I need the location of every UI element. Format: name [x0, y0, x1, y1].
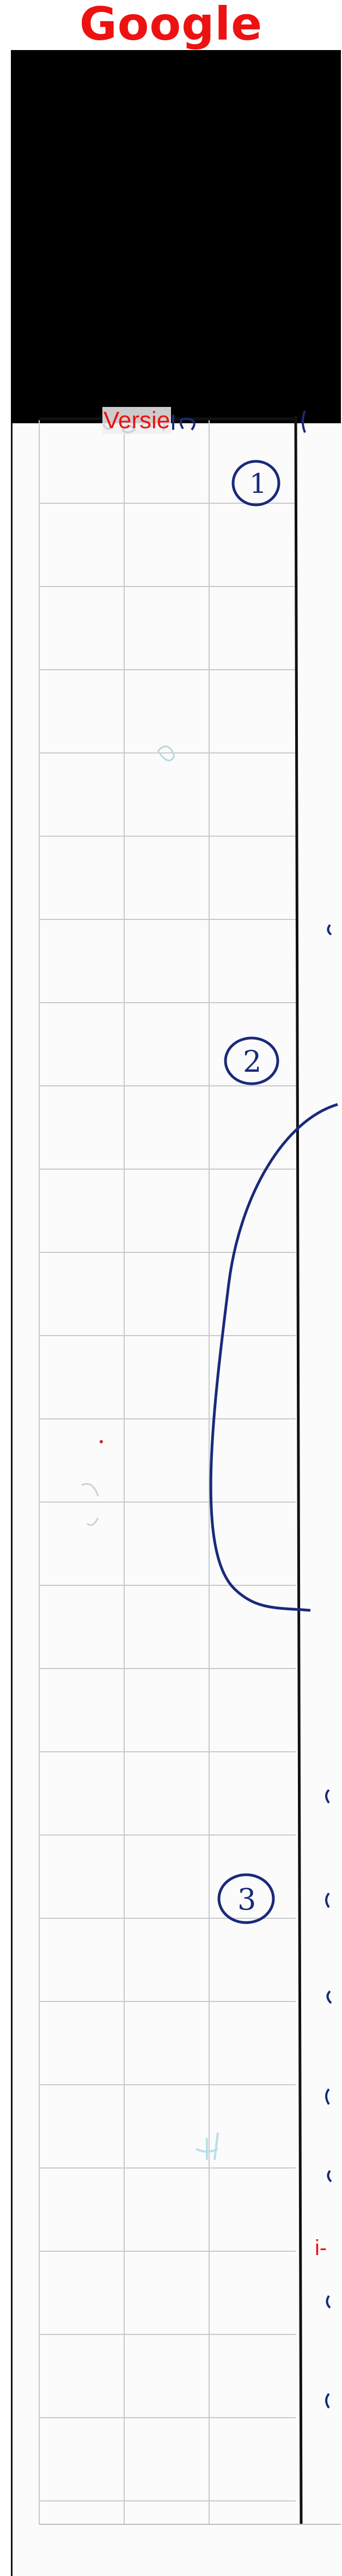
margin-mark [325, 1892, 330, 1908]
question-3-circle [217, 1873, 275, 1924]
scanned-answer-sheet [11, 423, 341, 2576]
black-redaction-panel [11, 50, 341, 423]
margin-mark [326, 1990, 332, 2004]
faint-pencil-mark [81, 1483, 99, 1526]
versie-overlay-label: Versie [102, 407, 172, 434]
question-2-circle [224, 1036, 279, 1085]
margin-rule [294, 416, 303, 2525]
google-logo-text: Google [79, 0, 263, 51]
faint-pencil-mark [157, 745, 175, 762]
faint-pencil-mark [196, 2132, 219, 2160]
bracket-curve [209, 1103, 338, 1612]
margin-mark [325, 2088, 330, 2105]
right-paren-top [302, 410, 306, 433]
question-1-number: 1 [249, 468, 267, 499]
margin-mark [327, 2170, 332, 2183]
grid-lines [39, 420, 296, 2524]
red-dot [100, 1440, 103, 1443]
margin-mark [325, 2393, 330, 2409]
margin-mark [327, 924, 332, 936]
question-2-number: 2 [243, 1045, 261, 1079]
margin-mark [326, 2295, 331, 2309]
question-3-number: 3 [237, 1882, 256, 1917]
question-1-circle [231, 460, 280, 506]
margin-overlay-label: i- [315, 2236, 327, 2260]
margin-mark [325, 1789, 330, 1804]
